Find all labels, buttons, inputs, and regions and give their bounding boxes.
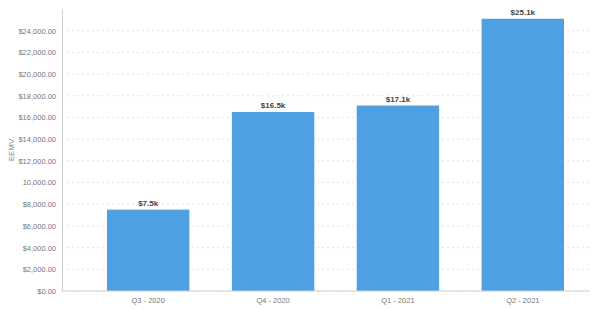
bars bbox=[107, 19, 564, 291]
data-label: $7.5k bbox=[138, 199, 159, 208]
y-tick-label: $20,000.00 bbox=[18, 70, 56, 79]
y-tick-label: $8,000.00 bbox=[23, 200, 56, 209]
y-tick-label: $14,000.00 bbox=[18, 135, 56, 144]
bar bbox=[482, 19, 564, 291]
x-tick: Q3 - 2020 bbox=[132, 291, 165, 305]
data-label: $17.1k bbox=[386, 95, 411, 104]
y-tick: $20,000.00 bbox=[18, 70, 62, 79]
y-tick-label: $2,000.00 bbox=[23, 265, 56, 274]
x-tick-label: Q1 - 2021 bbox=[381, 296, 414, 305]
x-tick: Q4 - 2020 bbox=[256, 291, 289, 305]
y-axis-line bbox=[62, 10, 63, 292]
x-axis: Q3 - 2020 Q4 - 2020 Q1 - 2021 Q2 - 2021 bbox=[62, 291, 589, 305]
y-tick: $18,000.00 bbox=[18, 92, 62, 101]
data-labels: $7.5k $16.5k $17.1k $25.1k bbox=[138, 8, 535, 208]
y-tick-label: $0.00 bbox=[37, 287, 56, 296]
y-tick-label: $12,000.00 bbox=[18, 157, 56, 166]
bar bbox=[107, 210, 189, 291]
x-tick: Q2 - 2021 bbox=[506, 291, 539, 305]
y-tick-label: $18,000.00 bbox=[18, 92, 56, 101]
y-tick: $8,000.00 bbox=[23, 200, 62, 209]
x-tick-label: Q2 - 2021 bbox=[506, 296, 539, 305]
y-tick-label: $16,000.00 bbox=[18, 113, 56, 122]
x-axis-line bbox=[62, 291, 589, 292]
y-tick: $24,000.00 bbox=[18, 27, 62, 36]
y-tick: $2,000.00 bbox=[23, 265, 62, 274]
y-tick: $4,000.00 bbox=[23, 244, 62, 253]
y-tick-label: $4,000.00 bbox=[23, 244, 56, 253]
y-tick: $6,000.00 bbox=[23, 222, 62, 231]
y-tick: 10,000.00 bbox=[23, 178, 62, 187]
y-tick-label: $22,000.00 bbox=[18, 48, 56, 57]
y-tick: $12,000.00 bbox=[18, 157, 62, 166]
chart: $0.00 $2,000.00 $4,000.00 $6,000.00 $8,000.0… bbox=[0, 0, 597, 309]
x-tick-label: Q3 - 2020 bbox=[132, 296, 165, 305]
y-axis-title: EEMV bbox=[7, 138, 16, 161]
y-tick-label: 10,000.00 bbox=[23, 178, 56, 187]
bar bbox=[232, 112, 314, 291]
x-tick-label: Q4 - 2020 bbox=[256, 296, 289, 305]
data-label: $16.5k bbox=[261, 101, 286, 110]
y-axis: $0.00 $2,000.00 $4,000.00 $6,000.00 $8,000.0… bbox=[18, 10, 62, 296]
y-tick: $14,000.00 bbox=[18, 135, 62, 144]
y-tick: $22,000.00 bbox=[18, 48, 62, 57]
grid-line bbox=[62, 291, 589, 292]
data-label: $25.1k bbox=[511, 8, 536, 17]
y-tick-label: $24,000.00 bbox=[18, 27, 56, 36]
x-tick: Q1 - 2021 bbox=[381, 291, 414, 305]
y-tick: $0.00 bbox=[37, 287, 62, 296]
bar bbox=[357, 106, 439, 291]
y-tick: $16,000.00 bbox=[18, 113, 62, 122]
y-tick-label: $6,000.00 bbox=[23, 222, 56, 231]
